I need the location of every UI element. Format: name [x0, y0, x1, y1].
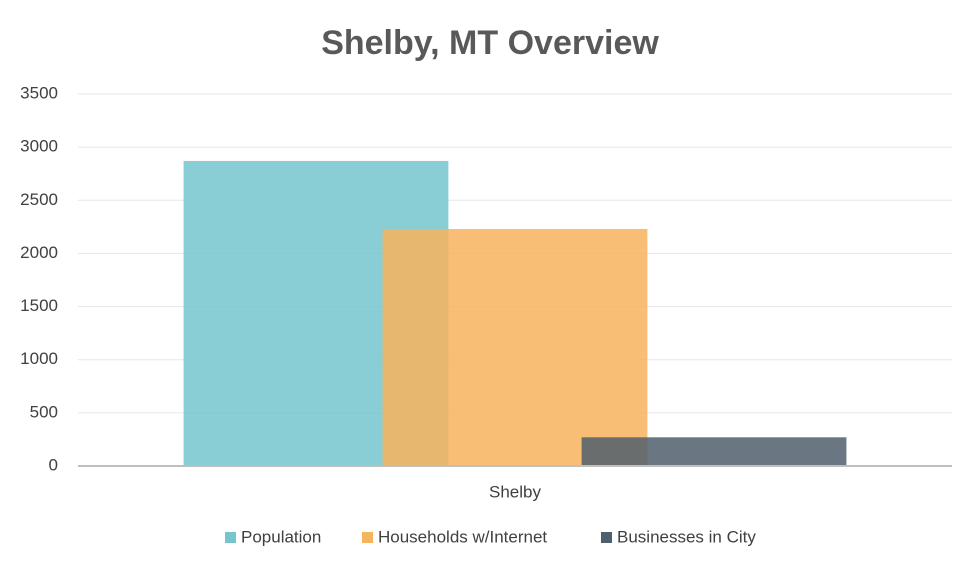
chart-title: Shelby, MT Overview: [321, 24, 659, 62]
y-tick-label: 3000: [20, 137, 58, 156]
y-tick-label: 1000: [20, 349, 58, 368]
bar: [581, 437, 847, 466]
legend-swatch: [601, 532, 612, 543]
y-tick-label: 1500: [20, 296, 58, 315]
legend-swatch: [362, 532, 373, 543]
legend-swatch: [225, 532, 236, 543]
y-tick-label: 2000: [20, 243, 58, 262]
y-tick-label: 2500: [20, 190, 58, 209]
legend-label: Population: [241, 527, 321, 546]
y-tick-label: 500: [30, 402, 58, 421]
legend-label: Businesses in City: [617, 527, 756, 546]
x-tick-label: Shelby: [489, 482, 541, 501]
legend-label: Households w/Internet: [378, 527, 547, 546]
bar: [382, 228, 648, 466]
y-tick-label: 3500: [20, 83, 58, 102]
y-tick-label: 0: [49, 455, 58, 474]
